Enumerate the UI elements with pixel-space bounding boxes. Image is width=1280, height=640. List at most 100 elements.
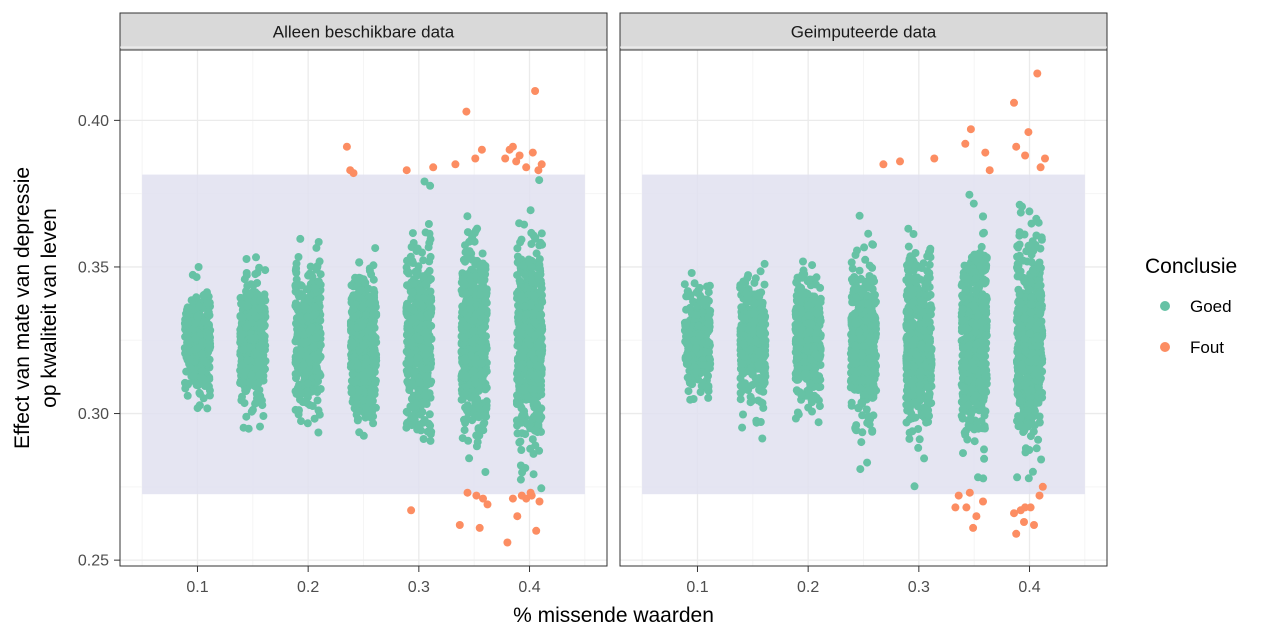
data-point-goed	[191, 319, 200, 328]
data-point-goed	[296, 234, 305, 243]
data-point-goed	[314, 238, 323, 246]
data-point-goed	[851, 319, 860, 328]
data-point-goed	[199, 291, 208, 300]
data-point-goed	[238, 313, 247, 322]
data-point-goed	[292, 259, 301, 268]
data-point-goed	[180, 344, 189, 352]
data-point-goed	[857, 365, 866, 374]
data-point-goed	[751, 337, 760, 346]
data-point-goed	[468, 416, 477, 425]
data-point-fout	[471, 154, 480, 163]
data-point-goed	[256, 422, 264, 431]
data-point-goed	[537, 351, 546, 360]
data-point-goed	[479, 420, 488, 429]
data-point-goed	[241, 386, 250, 395]
data-point-goed	[197, 349, 206, 358]
data-point-goed	[804, 301, 813, 310]
data-point-goed	[758, 434, 767, 443]
data-point-goed	[533, 271, 542, 280]
data-point-goed	[482, 404, 491, 413]
data-point-goed	[801, 369, 810, 378]
data-point-goed	[514, 312, 523, 321]
data-point-goed	[814, 418, 823, 427]
data-point-goed	[513, 421, 522, 430]
data-point-goed	[516, 475, 525, 484]
data-point-goed	[868, 276, 877, 284]
data-point-goed	[410, 279, 419, 288]
data-point-goed	[291, 281, 300, 290]
data-point-goed	[749, 309, 758, 318]
data-point-goed	[461, 418, 470, 427]
data-point-goed	[850, 284, 859, 293]
data-point-goed	[744, 271, 753, 280]
data-point-goed	[252, 253, 260, 262]
data-point-goed	[754, 347, 763, 356]
data-point-goed	[303, 313, 312, 322]
data-point-goed	[298, 338, 307, 347]
data-point-goed	[810, 370, 819, 378]
data-point-goed	[241, 367, 249, 376]
data-point-goed	[415, 378, 424, 387]
data-point-goed	[310, 414, 319, 423]
data-point-goed	[405, 303, 414, 312]
data-point-fout	[508, 494, 517, 503]
data-point-goed	[184, 319, 193, 328]
data-point-goed	[427, 308, 436, 317]
data-point-goed	[251, 270, 260, 279]
data-point-goed	[700, 295, 709, 304]
data-point-goed	[799, 257, 807, 266]
data-point-fout	[515, 151, 524, 160]
data-point-goed	[370, 288, 379, 297]
data-point-goed	[465, 237, 474, 246]
data-point-goed	[255, 378, 263, 387]
data-point-goed	[419, 272, 428, 281]
data-point-goed	[516, 437, 525, 446]
data-point-goed	[695, 332, 704, 340]
data-point-goed	[754, 361, 763, 370]
data-point-goed	[741, 279, 750, 288]
data-point-goed	[682, 292, 691, 301]
data-point-goed	[803, 336, 812, 345]
data-point-goed	[535, 303, 544, 312]
data-point-goed	[424, 338, 433, 347]
data-point-goed	[408, 380, 417, 389]
data-point-goed	[192, 293, 201, 302]
data-point-goed	[482, 332, 490, 341]
data-point-goed	[910, 482, 919, 491]
data-point-goed	[236, 336, 245, 344]
data-point-goed	[683, 373, 692, 382]
data-point-goed	[526, 206, 535, 215]
data-point-goed	[291, 299, 300, 308]
data-point-goed	[477, 325, 486, 334]
data-point-goed	[304, 379, 313, 388]
data-point-goed	[194, 263, 203, 271]
data-point-fout	[475, 523, 484, 532]
data-point-goed	[531, 234, 540, 243]
data-point-goed	[704, 319, 712, 328]
data-point-goed	[741, 379, 749, 388]
data-point-goed	[748, 369, 757, 378]
data-point-fout	[513, 512, 522, 521]
data-point-goed	[800, 358, 809, 366]
data-point-goed	[748, 381, 757, 390]
data-point-goed	[355, 428, 364, 437]
data-point-goed	[409, 403, 418, 412]
data-point-goed	[297, 417, 305, 426]
data-point-goed	[471, 226, 480, 235]
data-point-goed	[477, 277, 486, 286]
data-point-goed	[816, 382, 825, 391]
data-point-goed	[520, 220, 529, 229]
data-point-goed	[529, 470, 538, 479]
data-point-fout	[508, 142, 517, 151]
data-point-goed	[406, 349, 415, 358]
data-point-goed	[692, 288, 701, 297]
data-point-goed	[517, 446, 526, 454]
data-point-goed	[846, 383, 855, 392]
data-point-goed	[349, 305, 358, 313]
data-point-goed	[693, 311, 701, 319]
data-point-goed	[299, 361, 308, 370]
data-point-goed	[303, 387, 312, 396]
data-point-goed	[408, 229, 417, 238]
data-point-fout	[503, 538, 512, 547]
data-point-goed	[461, 280, 470, 289]
